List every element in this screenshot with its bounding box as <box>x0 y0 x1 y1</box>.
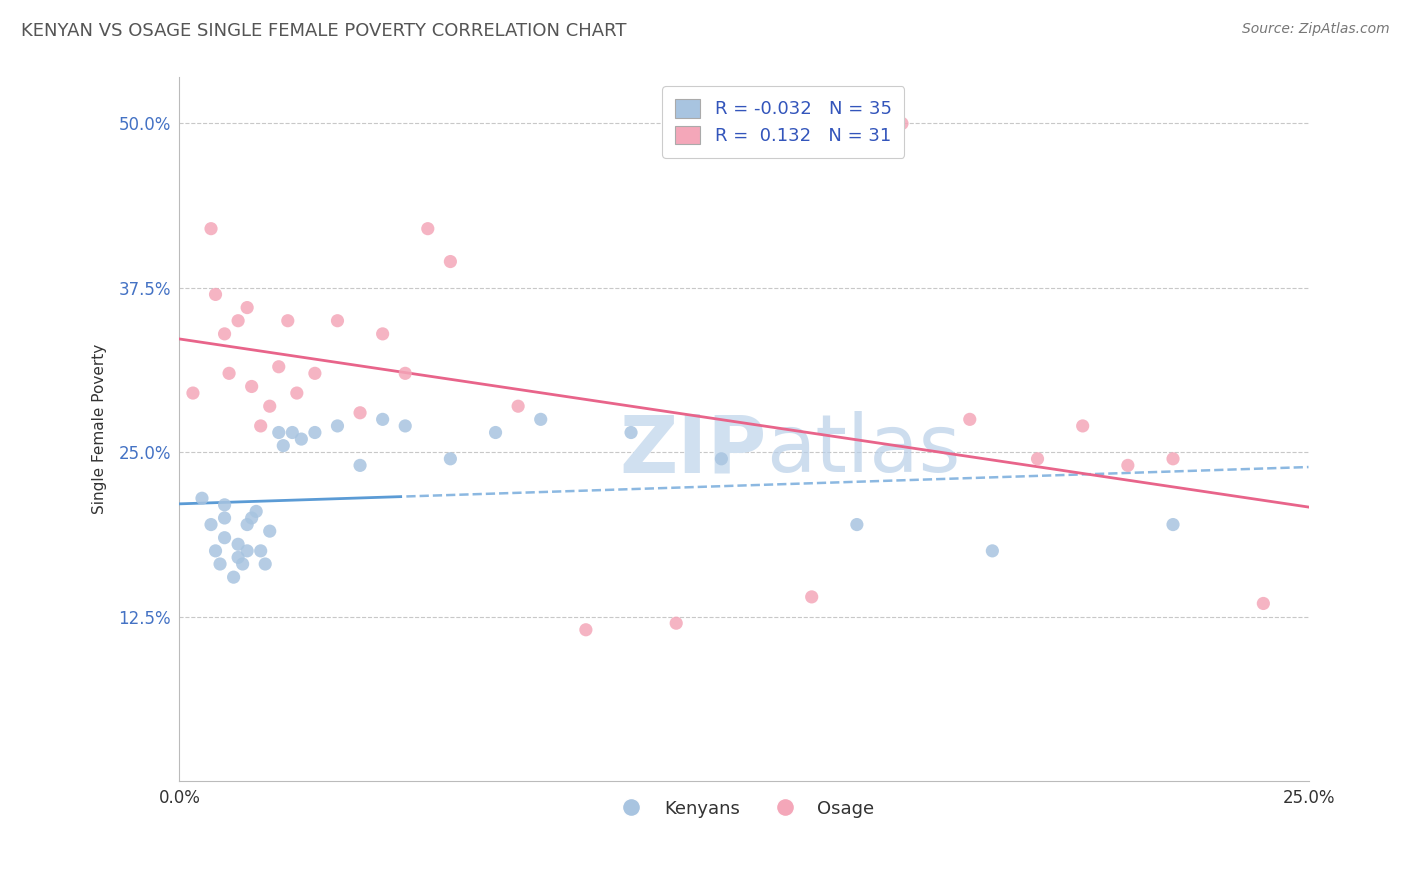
Point <box>371 326 394 341</box>
Point <box>271 439 294 453</box>
Point <box>200 221 222 235</box>
Text: KENYAN VS OSAGE SINGLE FEMALE POVERTY CORRELATION CHART: KENYAN VS OSAGE SINGLE FEMALE POVERTY CO… <box>21 22 627 40</box>
Point <box>267 425 290 440</box>
Point <box>439 451 461 466</box>
Text: ZIP: ZIP <box>619 411 766 490</box>
Point <box>267 359 290 374</box>
Point <box>304 425 326 440</box>
Point <box>484 425 506 440</box>
Point <box>181 386 204 401</box>
Point <box>236 301 259 315</box>
Point <box>1116 458 1139 473</box>
Point <box>349 458 371 473</box>
Point <box>508 399 530 413</box>
Point <box>204 287 226 301</box>
Point <box>800 590 823 604</box>
Point <box>439 254 461 268</box>
Point <box>326 314 349 328</box>
Point <box>1026 451 1049 466</box>
Point <box>665 616 688 631</box>
Point <box>981 544 1004 558</box>
Point <box>1253 597 1275 611</box>
Point <box>200 517 222 532</box>
Legend: Kenyans, Osage: Kenyans, Osage <box>606 792 882 825</box>
Point <box>254 557 277 571</box>
Point <box>1161 517 1184 532</box>
Point <box>349 406 371 420</box>
Point <box>214 326 236 341</box>
Point <box>277 314 299 328</box>
Point <box>226 537 249 551</box>
Point <box>371 412 394 426</box>
Point <box>236 517 259 532</box>
Point <box>416 221 439 235</box>
Point <box>249 418 271 433</box>
Point <box>191 491 214 506</box>
Point <box>959 412 981 426</box>
Point <box>891 116 914 130</box>
Point <box>710 451 733 466</box>
Point <box>209 557 232 571</box>
Point <box>204 544 226 558</box>
Point <box>575 623 598 637</box>
Point <box>245 504 267 518</box>
Point <box>304 367 326 381</box>
Point <box>232 557 254 571</box>
Point <box>249 544 271 558</box>
Point <box>281 425 304 440</box>
Point <box>259 399 281 413</box>
Point <box>226 314 249 328</box>
Point <box>326 418 349 433</box>
Point <box>394 367 416 381</box>
Point <box>259 524 281 538</box>
Point <box>236 544 259 558</box>
Point <box>290 432 312 446</box>
Point <box>1071 418 1094 433</box>
Point <box>218 367 240 381</box>
Point <box>214 498 236 512</box>
Point <box>240 379 263 393</box>
Point <box>845 517 868 532</box>
Point <box>240 511 263 525</box>
Point <box>285 386 308 401</box>
Point <box>1161 451 1184 466</box>
Text: atlas: atlas <box>766 411 960 490</box>
Point <box>214 531 236 545</box>
Point <box>222 570 245 584</box>
Point <box>530 412 553 426</box>
Text: Source: ZipAtlas.com: Source: ZipAtlas.com <box>1241 22 1389 37</box>
Point <box>226 550 249 565</box>
Point <box>214 511 236 525</box>
Point <box>620 425 643 440</box>
Y-axis label: Single Female Poverty: Single Female Poverty <box>93 344 107 515</box>
Point <box>394 418 416 433</box>
